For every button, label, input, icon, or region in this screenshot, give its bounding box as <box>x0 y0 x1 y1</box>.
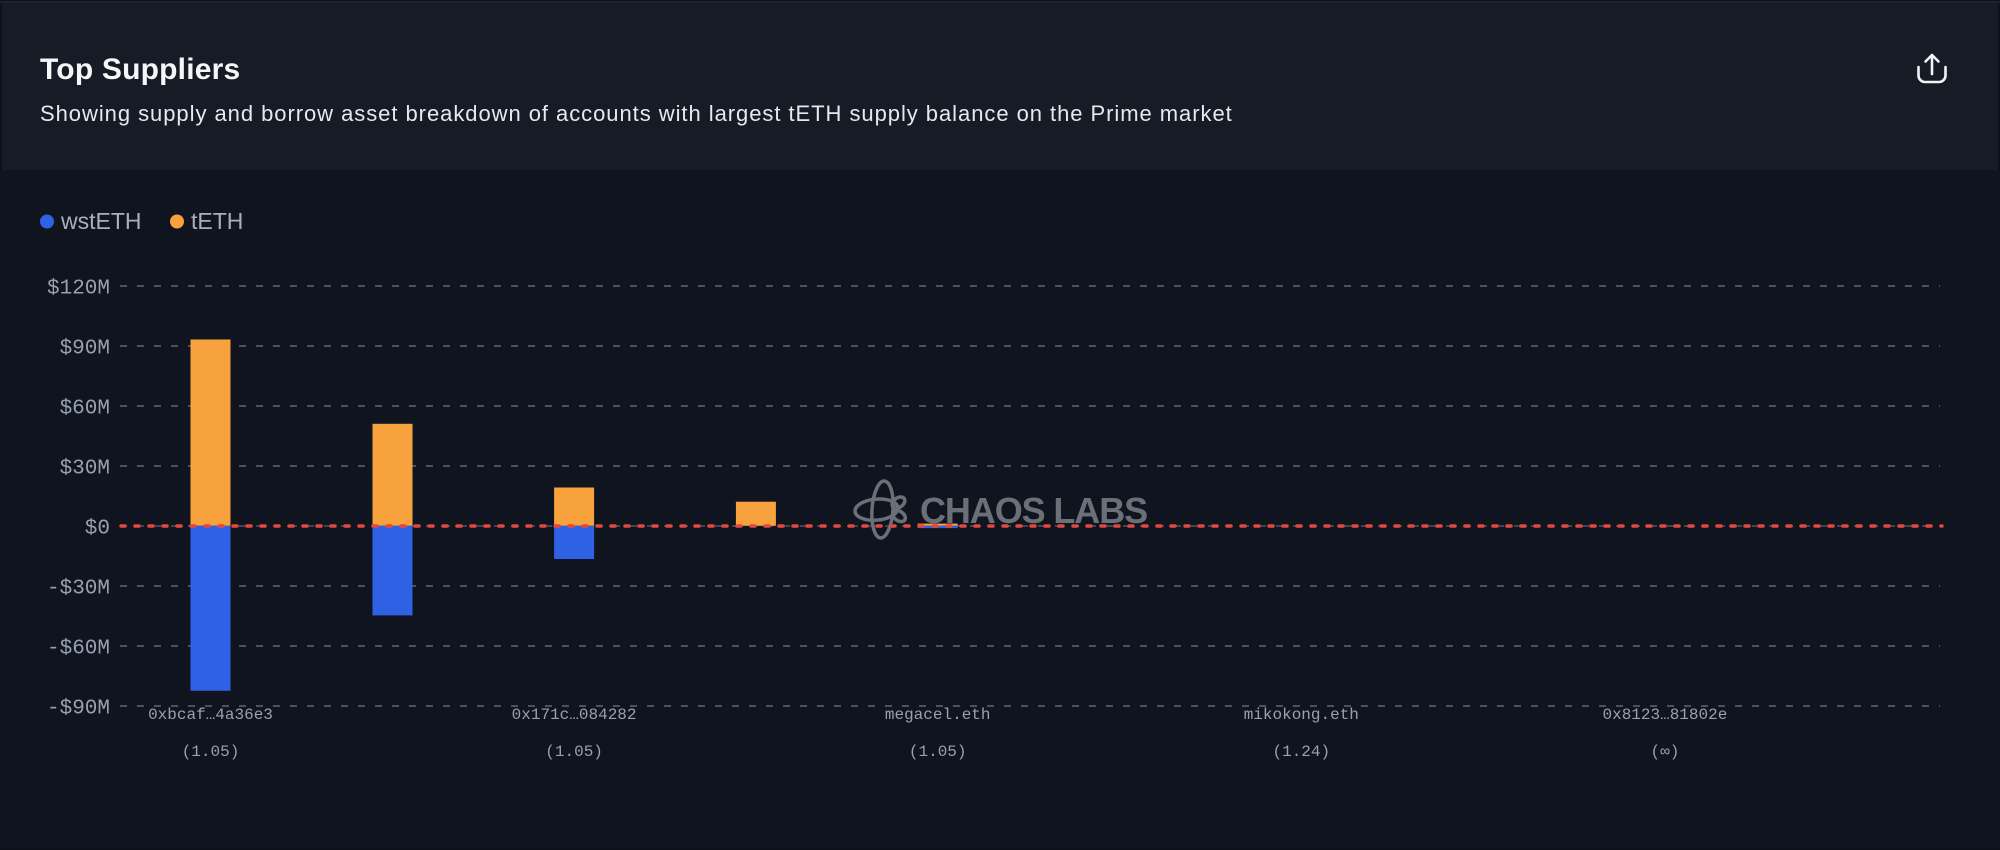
svg-text:$90M: $90M <box>60 338 110 361</box>
svg-text:0x171c…084282: 0x171c…084282 <box>512 706 637 724</box>
svg-text:-$60M: -$60M <box>47 638 110 661</box>
svg-text:0xbcaf…4a36e3: 0xbcaf…4a36e3 <box>148 706 273 724</box>
svg-text:(1.05): (1.05) <box>909 743 967 761</box>
svg-text:(∞): (∞) <box>1650 743 1679 761</box>
svg-text:$120M: $120M <box>47 278 110 301</box>
svg-text:megacel.eth: megacel.eth <box>885 706 991 724</box>
svg-text:$30M: $30M <box>60 458 110 481</box>
svg-text:-$30M: -$30M <box>47 578 110 601</box>
svg-text:CHAOS LABS: CHAOS LABS <box>920 490 1147 531</box>
svg-text:$60M: $60M <box>60 398 110 421</box>
svg-text:wstETH: wstETH <box>60 208 142 234</box>
svg-text:(1.05): (1.05) <box>182 743 240 761</box>
svg-text:$0: $0 <box>85 518 110 541</box>
svg-text:0x8123…81802e: 0x8123…81802e <box>1602 706 1727 724</box>
svg-text:(1.24): (1.24) <box>1272 743 1330 761</box>
svg-text:mikokong.eth: mikokong.eth <box>1244 706 1359 724</box>
svg-text:-$90M: -$90M <box>47 698 110 721</box>
svg-text:tETH: tETH <box>191 208 243 234</box>
svg-text:(1.05): (1.05) <box>545 743 603 761</box>
